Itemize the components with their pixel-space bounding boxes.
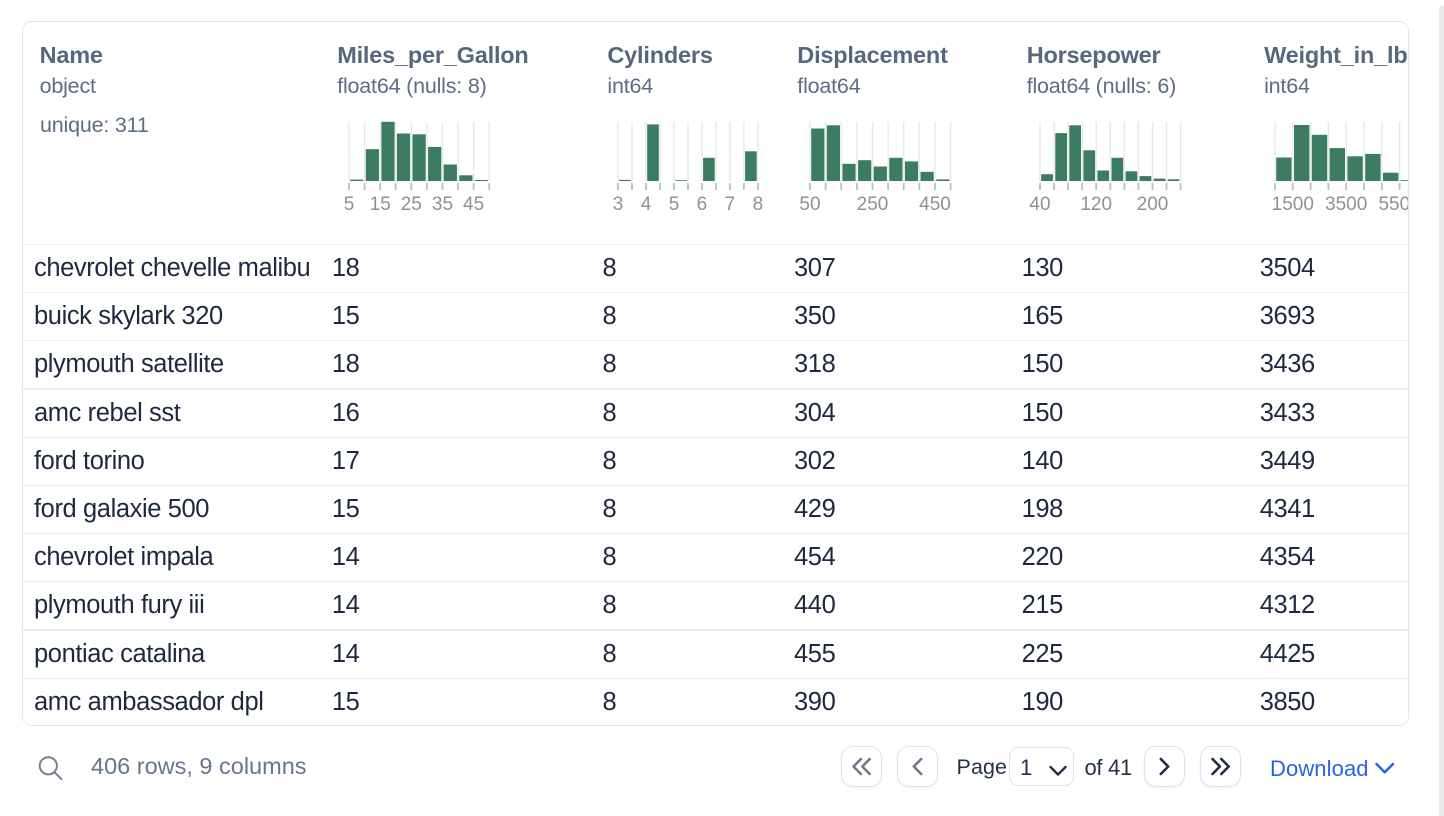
- svg-text:25: 25: [401, 194, 422, 215]
- svg-text:5: 5: [344, 194, 355, 215]
- svg-text:5500: 5500: [1379, 194, 1409, 215]
- svg-text:250: 250: [857, 194, 889, 215]
- svg-text:6: 6: [697, 194, 708, 215]
- svg-text:3: 3: [613, 194, 624, 215]
- svg-text:45: 45: [463, 194, 484, 215]
- svg-text:7: 7: [725, 194, 736, 215]
- svg-text:120: 120: [1080, 194, 1112, 215]
- svg-text:35: 35: [432, 194, 453, 215]
- svg-text:5: 5: [669, 194, 680, 215]
- svg-text:450: 450: [919, 194, 951, 215]
- svg-text:1500: 1500: [1272, 194, 1314, 215]
- svg-text:50: 50: [799, 194, 820, 215]
- svg-text:3500: 3500: [1325, 194, 1367, 215]
- svg-text:4: 4: [641, 194, 652, 215]
- svg-text:8: 8: [753, 194, 764, 215]
- svg-text:15: 15: [370, 194, 391, 215]
- svg-text:200: 200: [1137, 194, 1169, 215]
- svg-text:40: 40: [1029, 194, 1050, 215]
